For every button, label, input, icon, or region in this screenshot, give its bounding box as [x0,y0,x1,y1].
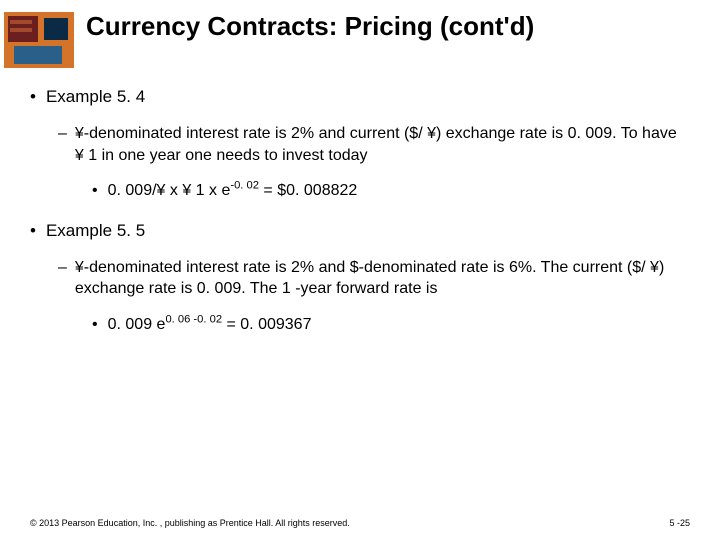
slide-header: Currency Contracts: Pricing (cont'd) [0,0,720,68]
slide-content: • Example 5. 4 – ¥-denominated interest … [0,68,720,335]
example-heading: • Example 5. 5 [30,220,690,243]
example-heading-text: Example 5. 4 [46,86,145,109]
bullet-dash: – [58,257,67,300]
formula-text: 0. 009 e0. 06 -0. 02 = 0. 009367 [108,314,312,336]
slide-footer: © 2013 Pearson Education, Inc. , publish… [30,518,690,528]
example-desc-text: ¥-denominated interest rate is 2% and $-… [75,257,690,300]
bullet-dot: • [30,220,36,243]
example-formula: • 0. 009 e0. 06 -0. 02 = 0. 009367 [92,314,690,336]
decorative-icon [4,12,74,68]
bullet-dot: • [92,180,98,202]
copyright-text: © 2013 Pearson Education, Inc. , publish… [30,518,350,528]
bullet-dot: • [30,86,36,109]
bullet-dash: – [58,123,67,166]
example-desc: – ¥-denominated interest rate is 2% and … [58,123,690,166]
formula-text: 0. 009/¥ x ¥ 1 x e-0. 02 = $0. 008822 [108,180,358,202]
page-number: 5 -25 [669,518,690,528]
example-desc-text: ¥-denominated interest rate is 2% and cu… [75,123,690,166]
slide-title: Currency Contracts: Pricing (cont'd) [86,12,554,42]
example-heading-text: Example 5. 5 [46,220,145,243]
example-desc: – ¥-denominated interest rate is 2% and … [58,257,690,300]
bullet-dot: • [92,314,98,336]
example-formula: • 0. 009/¥ x ¥ 1 x e-0. 02 = $0. 008822 [92,180,690,202]
example-heading: • Example 5. 4 [30,86,690,109]
